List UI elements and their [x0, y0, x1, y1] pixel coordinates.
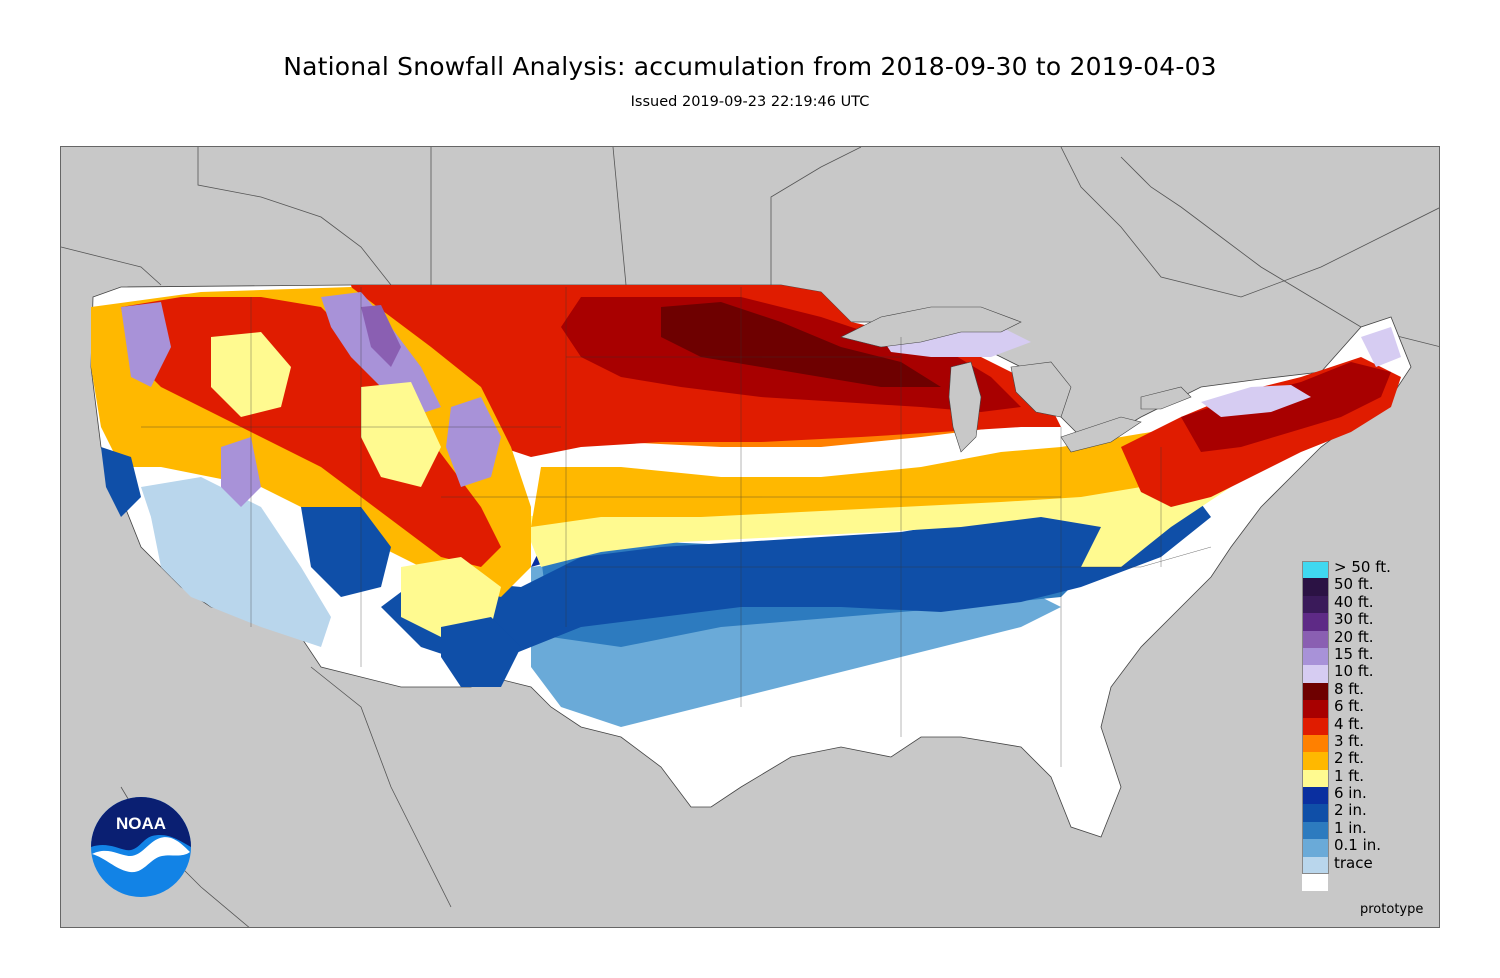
- legend-swatch: [1302, 821, 1328, 840]
- legend-swatch: [1302, 578, 1328, 596]
- legend-row: 2 in.: [1302, 801, 1442, 822]
- legend-label: 30 ft.: [1334, 610, 1374, 629]
- legend-swatch: [1302, 804, 1328, 822]
- prototype-label: prototype: [1360, 902, 1424, 917]
- legend-row: 6 ft.: [1302, 697, 1442, 718]
- legend-row: 15 ft.: [1302, 644, 1442, 666]
- legend-swatch: [1302, 856, 1328, 875]
- legend-swatch: [1302, 769, 1328, 788]
- legend-row: 10 ft.: [1302, 662, 1442, 683]
- legend-row: [1302, 874, 1442, 892]
- lake-huron: [1010, 361, 1072, 418]
- lake-ontario: [1140, 386, 1192, 410]
- legend-row: 6 in.: [1302, 784, 1442, 805]
- page-title: National Snowfall Analysis: accumulation…: [283, 52, 1217, 81]
- legend-swatch: [1302, 595, 1328, 614]
- legend-row: 1 ft.: [1302, 766, 1442, 788]
- legend-row: 50 ft.: [1302, 575, 1442, 596]
- legend-swatch: [1302, 734, 1328, 753]
- legend-label: 50 ft.: [1334, 575, 1374, 594]
- legend-label: 4 ft.: [1334, 714, 1364, 733]
- legend-label: 40 ft.: [1334, 592, 1374, 611]
- legend-swatch: [1302, 647, 1328, 666]
- legend-label: 8 ft.: [1334, 679, 1364, 698]
- legend-swatch: [1302, 752, 1328, 770]
- legend-swatch: [1302, 839, 1328, 857]
- legend-label: 2 ft.: [1334, 749, 1364, 768]
- legend-row: trace: [1302, 853, 1442, 875]
- legend-label: 3 ft.: [1334, 731, 1364, 750]
- legend-label: 20 ft.: [1334, 627, 1374, 646]
- legend-label: 10 ft.: [1334, 662, 1374, 681]
- snowfall-map[interactable]: [60, 146, 1440, 928]
- legend-row: 4 ft.: [1302, 714, 1442, 735]
- lake-michigan: [948, 361, 982, 453]
- legend-row: 20 ft.: [1302, 627, 1442, 648]
- legend-swatch: [1302, 630, 1328, 648]
- legend-row: 8 ft.: [1302, 679, 1442, 701]
- legend-row: 30 ft.: [1302, 610, 1442, 631]
- noaa-logo-text: NOAA: [116, 814, 166, 833]
- legend-row: 0.1 in.: [1302, 836, 1442, 857]
- legend-swatch: [1302, 613, 1328, 631]
- lake-erie: [1060, 416, 1142, 453]
- legend-swatch: [1302, 700, 1328, 718]
- legend-swatch: [1302, 682, 1328, 701]
- legend-label: 1 in.: [1334, 818, 1367, 837]
- legend: > 50 ft. 50 ft. 40 ft. 30 ft. 20 ft. 15 ft. 10…: [1302, 558, 1442, 892]
- legend-label: 0.1 in.: [1334, 836, 1382, 855]
- legend-label: 2 in.: [1334, 801, 1367, 820]
- legend-row: 40 ft.: [1302, 592, 1442, 614]
- issued-timestamp: Issued 2019-09-23 22:19:46 UTC: [630, 94, 870, 110]
- legend-label: trace: [1334, 853, 1373, 872]
- legend-row: 1 in.: [1302, 818, 1442, 840]
- legend-label: > 50 ft.: [1334, 558, 1391, 576]
- legend-swatch: [1302, 717, 1328, 735]
- map-canvas: [61, 147, 1439, 927]
- state-lines: [141, 287, 1212, 767]
- legend-label: 15 ft.: [1334, 644, 1374, 663]
- legend-row: 2 ft.: [1302, 749, 1442, 770]
- legend-label: 1 ft.: [1334, 766, 1364, 785]
- legend-row: > 50 ft.: [1302, 558, 1442, 579]
- legend-swatch: [1302, 561, 1328, 579]
- legend-swatch: [1302, 874, 1328, 892]
- legend-swatch: [1302, 665, 1328, 683]
- legend-swatch: [1302, 787, 1328, 805]
- noaa-logo-icon: NOAA: [90, 796, 192, 898]
- legend-label: 6 ft.: [1334, 697, 1364, 716]
- legend-row: 3 ft.: [1302, 731, 1442, 753]
- legend-label: 6 in.: [1334, 784, 1367, 803]
